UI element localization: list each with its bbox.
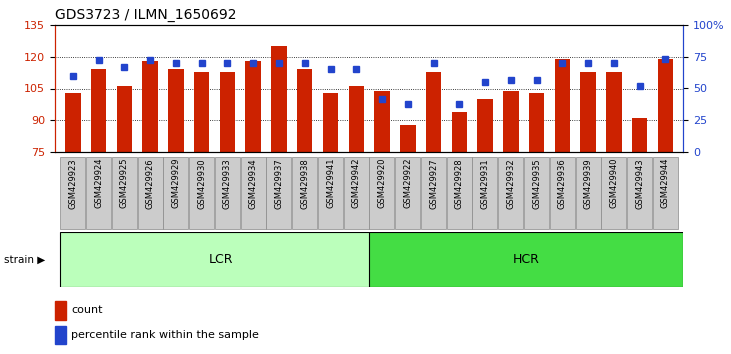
Bar (168, 69, 183, 152)
Bar (143, 61, 158, 152)
Bar (246, 61, 261, 152)
Text: GSM429938: GSM429938 (300, 158, 309, 209)
Bar (606, 72, 621, 152)
Text: strain ▶: strain ▶ (4, 254, 45, 264)
Text: GSM429931: GSM429931 (480, 158, 490, 209)
Bar (55, 326, 66, 344)
FancyBboxPatch shape (240, 156, 265, 229)
Bar (323, 93, 338, 152)
Bar (658, 59, 673, 152)
Text: count: count (71, 305, 103, 315)
Bar (374, 91, 390, 152)
Text: GSM429942: GSM429942 (352, 158, 361, 209)
Text: HCR: HCR (513, 253, 539, 266)
Bar (400, 125, 415, 152)
Bar (60, 232, 382, 287)
Bar (580, 72, 596, 152)
FancyBboxPatch shape (86, 156, 111, 229)
Text: percentile rank within the sample: percentile rank within the sample (71, 330, 260, 340)
Text: LCR: LCR (208, 253, 233, 266)
Bar (297, 69, 312, 152)
FancyBboxPatch shape (447, 156, 471, 229)
FancyBboxPatch shape (344, 156, 368, 229)
Text: GSM429939: GSM429939 (583, 158, 593, 209)
FancyBboxPatch shape (653, 156, 678, 229)
Bar (555, 59, 570, 152)
Text: GSM429924: GSM429924 (94, 158, 103, 209)
Bar (369, 232, 683, 287)
Text: GSM429943: GSM429943 (635, 158, 644, 209)
FancyBboxPatch shape (189, 156, 214, 229)
FancyBboxPatch shape (292, 156, 317, 229)
FancyBboxPatch shape (524, 156, 549, 229)
Bar (271, 46, 287, 152)
FancyBboxPatch shape (395, 156, 420, 229)
Text: GSM429926: GSM429926 (145, 158, 155, 209)
Bar (632, 118, 648, 152)
Text: GSM429933: GSM429933 (223, 158, 232, 209)
FancyBboxPatch shape (602, 156, 626, 229)
Bar (426, 72, 442, 152)
Text: GSM429929: GSM429929 (171, 158, 181, 209)
Text: GSM429935: GSM429935 (532, 158, 541, 209)
FancyBboxPatch shape (472, 156, 498, 229)
FancyBboxPatch shape (575, 156, 601, 229)
FancyBboxPatch shape (499, 156, 523, 229)
Text: GSM429934: GSM429934 (249, 158, 258, 209)
FancyBboxPatch shape (137, 156, 162, 229)
FancyBboxPatch shape (421, 156, 446, 229)
Bar (65, 93, 80, 152)
Text: GSM429944: GSM429944 (661, 158, 670, 209)
FancyBboxPatch shape (318, 156, 343, 229)
Bar (55, 301, 66, 320)
Text: GSM429936: GSM429936 (558, 158, 567, 209)
Text: GSM429930: GSM429930 (197, 158, 206, 209)
Bar (529, 93, 545, 152)
Text: GSM429923: GSM429923 (69, 158, 77, 209)
FancyBboxPatch shape (369, 156, 395, 229)
Text: GSM429928: GSM429928 (455, 158, 464, 209)
Text: GDS3723 / ILMN_1650692: GDS3723 / ILMN_1650692 (55, 8, 236, 22)
Text: GSM429920: GSM429920 (377, 158, 387, 209)
Text: GSM429927: GSM429927 (429, 158, 438, 209)
Bar (452, 112, 467, 152)
Bar (503, 91, 518, 152)
Text: GSM429922: GSM429922 (404, 158, 412, 209)
Bar (349, 86, 364, 152)
FancyBboxPatch shape (550, 156, 575, 229)
FancyBboxPatch shape (215, 156, 240, 229)
FancyBboxPatch shape (163, 156, 189, 229)
FancyBboxPatch shape (627, 156, 652, 229)
FancyBboxPatch shape (60, 156, 86, 229)
Text: GSM429932: GSM429932 (507, 158, 515, 209)
Text: GSM429925: GSM429925 (120, 158, 129, 209)
Bar (194, 72, 209, 152)
Text: GSM429937: GSM429937 (274, 158, 284, 209)
Text: GSM429940: GSM429940 (610, 158, 618, 209)
Bar (117, 86, 132, 152)
FancyBboxPatch shape (266, 156, 292, 229)
Bar (477, 99, 493, 152)
FancyBboxPatch shape (112, 156, 137, 229)
Text: GSM429941: GSM429941 (326, 158, 335, 209)
Bar (91, 69, 106, 152)
Bar (220, 72, 235, 152)
